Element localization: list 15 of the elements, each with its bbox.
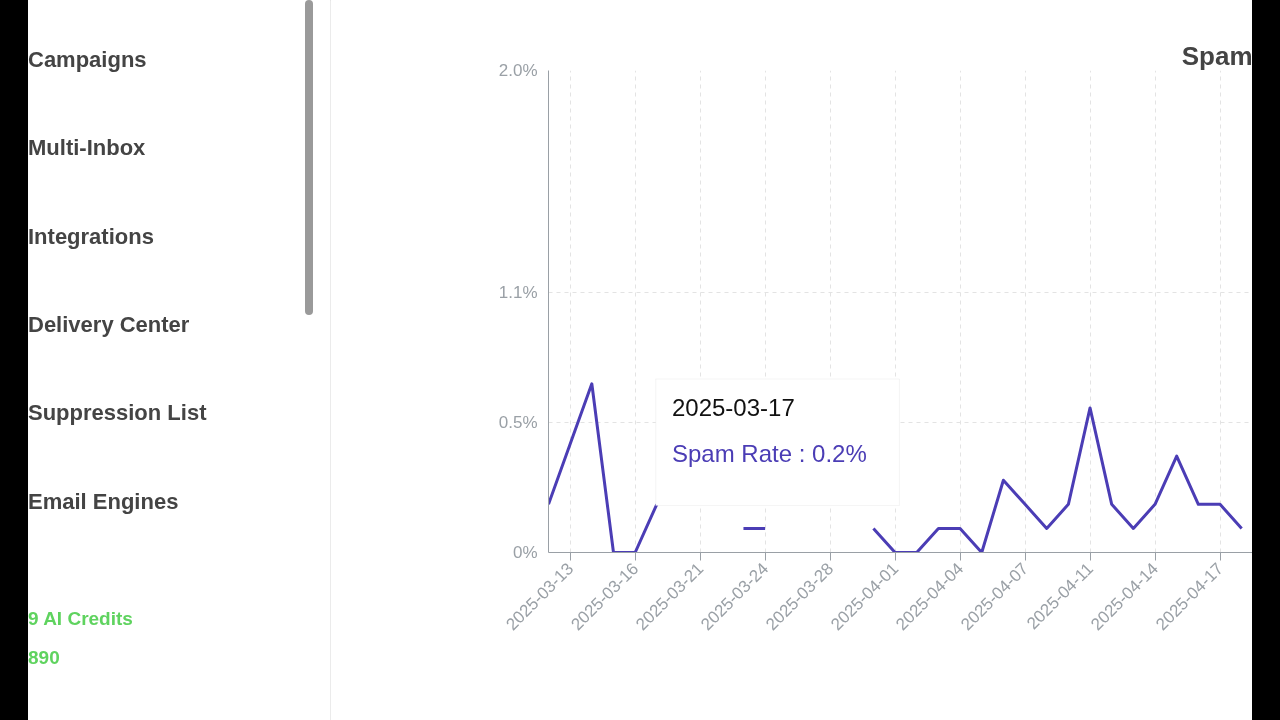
y-tick-label: 0.5%: [498, 412, 538, 432]
y-tick-label: 2.0%: [498, 61, 538, 80]
text: 890: [28, 646, 60, 670]
y-tick-label: 1.1%: [498, 282, 538, 302]
y-tick-label: 0%: [512, 543, 538, 562]
text: Multi-Inbox: [28, 134, 146, 162]
text: Delivery Center: [28, 311, 190, 339]
annotation: Spam Rate : 0.2%: [671, 440, 867, 468]
text: 9 AI Credits: [28, 607, 133, 631]
text: Integrations: [28, 223, 154, 251]
chart-title: Spam: [1181, 40, 1253, 71]
annotation: 2025-03-17: [671, 394, 795, 422]
text: Email Engines: [28, 488, 179, 516]
text: Campaigns: [28, 46, 147, 74]
text: Suppression List: [28, 399, 207, 427]
